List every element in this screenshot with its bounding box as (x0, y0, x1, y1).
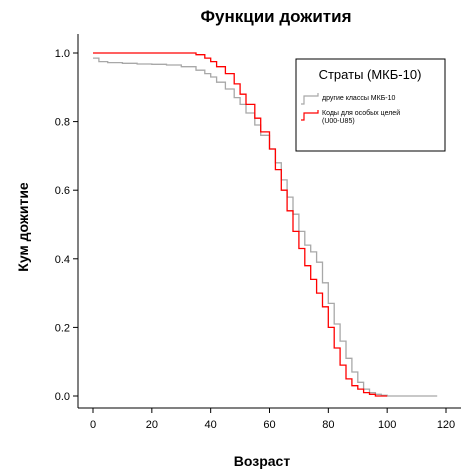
legend: Страты (МКБ-10) другие классы МКБ-10 Код… (295, 58, 446, 152)
x-axis-ticks: 0 20 40 60 80 100 120 (90, 408, 455, 431)
y-tick-label: 0.4 (55, 254, 70, 266)
chart-title: Функции дожития (201, 7, 352, 26)
series-special-codes-line (93, 52, 388, 397)
legend-swatch-special-codes (301, 110, 319, 121)
y-tick-label: 0.8 (55, 117, 70, 129)
x-tick-label: 20 (146, 419, 158, 431)
x-tick-label: 120 (437, 419, 455, 431)
x-tick-label: 40 (205, 419, 217, 431)
legend-swatch-other-classes (301, 93, 319, 105)
y-tick-label: 1.0 (55, 48, 70, 60)
x-tick-label: 0 (90, 419, 96, 431)
x-axis-title: Возраст (234, 453, 291, 469)
legend-box (295, 58, 446, 152)
x-tick-label: 100 (378, 419, 396, 431)
y-tick-label: 0.6 (55, 185, 70, 197)
y-axis-ticks: 0.0 0.2 0.4 0.6 0.8 1.0 (55, 48, 78, 403)
legend-label-special-codes-range: (U00-U85) (322, 118, 355, 125)
x-tick-label: 80 (322, 419, 334, 431)
x-tick-label: 60 (263, 419, 275, 431)
legend-label-other-classes: другие классы МКБ-10 (322, 95, 396, 102)
legend-title: Страты (МКБ-10) (319, 67, 422, 82)
series-layer (93, 52, 438, 397)
y-axis-title: Кум дожитие (15, 182, 31, 272)
legend-label-special-codes: Коды для особых целей (322, 109, 400, 117)
y-tick-label: 0.2 (55, 322, 70, 334)
y-tick-label: 0.0 (55, 391, 70, 403)
